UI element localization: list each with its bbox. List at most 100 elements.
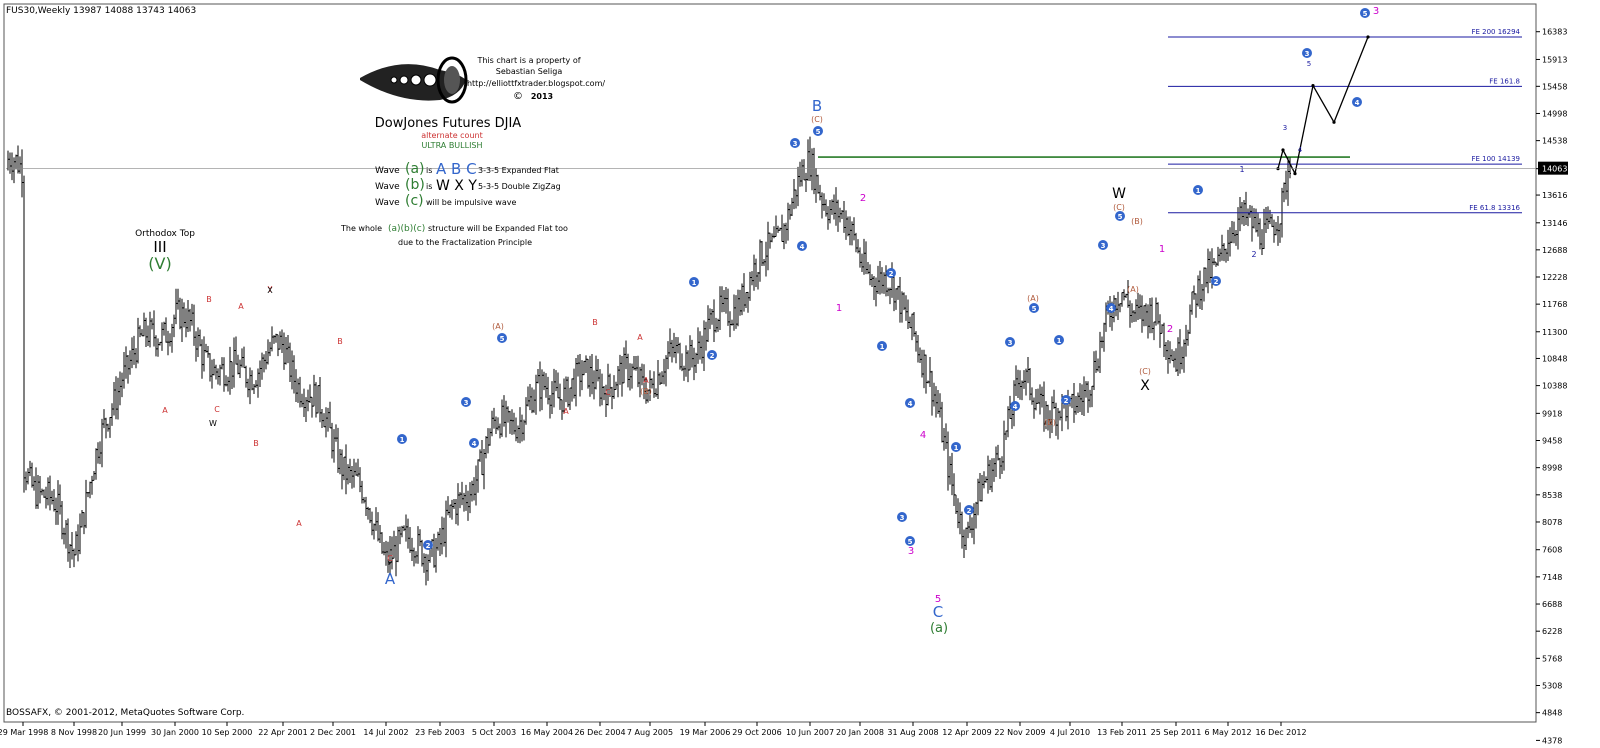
wave-text-label: 3 (1283, 124, 1287, 132)
wave-circle-text: 2 (967, 507, 972, 515)
svg-text:is: is (426, 182, 432, 191)
y-tick-label: 4848 (1542, 709, 1562, 718)
wave-text-label: B (592, 318, 598, 327)
wave-circle-label (1010, 401, 1020, 411)
wave-text-label: 4 (1298, 146, 1303, 154)
wave-text-label: Y (386, 560, 393, 570)
wave-circle-label (886, 268, 896, 278)
wave-text-label: III (153, 238, 166, 256)
wave-c-note: Wave (c) will be impulsive wave (375, 193, 516, 209)
svg-text:Wave: Wave (375, 182, 400, 192)
y-tick-label: 13146 (1542, 219, 1567, 228)
x-tick-label: 22 Nov 2009 (994, 728, 1045, 737)
wave-a-note: Wave (a) is A B C 3-3-5 Expanded Flat (375, 160, 559, 178)
wave-text-label: 5 (1307, 60, 1311, 68)
wave-text-label: A (637, 333, 643, 342)
projection-point (1293, 171, 1297, 176)
chart-title: DowJones Futures DJIA (375, 116, 522, 131)
wave-circle-text: 1 (400, 436, 405, 444)
wave-text-label: (V) (148, 254, 171, 273)
wave-text-label: A (238, 302, 244, 311)
wave-text-label: 5 (935, 594, 941, 605)
wave-circle-label (469, 438, 479, 448)
wave-circle-text: 4 (472, 440, 477, 448)
watermark-logo (360, 56, 468, 104)
wave-text-label: 2 (860, 193, 866, 204)
wave-circle-label (397, 434, 407, 444)
x-tick-label: 26 Dec 2004 (574, 728, 625, 737)
wave-text-label: B (253, 439, 259, 448)
y-tick-label: 10848 (1542, 354, 1567, 363)
x-tick-label: 5 Oct 2003 (472, 728, 516, 737)
wave-text-label: (A) (1027, 294, 1039, 303)
x-tick-label: 29 Oct 2006 (732, 728, 781, 737)
wave-circle-text: 4 (800, 243, 805, 251)
wave-text-label: 1 (1159, 244, 1165, 255)
svg-text:is: is (426, 166, 432, 175)
x-tick-label: 10 Jun 2007 (786, 728, 834, 737)
wave-circle-label (707, 350, 717, 360)
wave-circle-label (964, 505, 974, 515)
plot-frame (3, 3, 1537, 723)
current-price-badge (1538, 161, 1568, 175)
wave-text-label: B (337, 337, 343, 346)
y-tick-label: 12688 (1542, 246, 1567, 255)
fe-level-label: FE 61.8 13316 (1469, 204, 1520, 212)
wave-circle-label (1029, 303, 1039, 313)
projection-point (1311, 84, 1315, 88)
svg-text:due to the Fractalization Prin: due to the Fractalization Principle (398, 238, 532, 247)
wave-circle-label (1115, 211, 1125, 221)
x-tick-label: 20 Jun 1999 (98, 728, 146, 737)
wave-text-label: (a) (930, 621, 948, 636)
wave-text-label: 2 (1251, 250, 1256, 259)
wave-circle-label (1054, 335, 1064, 345)
wave-text-label: C (214, 405, 220, 414)
y-tick-label: 13616 (1542, 191, 1567, 200)
x-tick-label: 4 Jul 2010 (1050, 728, 1090, 737)
wave-circle-label (797, 241, 807, 251)
svg-text:structure will be Expanded Fla: structure will be Expanded Flat too (428, 224, 568, 233)
watermark-line1: This chart is a property of (476, 56, 580, 65)
symbol-header: FUS30,Weekly 13987 14088 13743 14063 (6, 6, 196, 16)
wave-text-label: (B) (1044, 418, 1056, 427)
structure-note: The whole (a)(b)(c) structure will be Ex… (340, 224, 568, 247)
svg-text:(c): (c) (405, 193, 424, 209)
projection-point (1281, 148, 1285, 152)
wave-circle-label (905, 398, 915, 408)
y-tick-label: 8998 (1542, 464, 1562, 473)
wave-circle-label (813, 126, 823, 136)
y-tick-label: 16383 (1542, 28, 1567, 37)
x-tick-label: 22 Apr 2001 (258, 728, 307, 737)
wave-circle-label (1193, 185, 1203, 195)
alternate-count-label: alternate count (421, 131, 482, 140)
y-tick-label: 9918 (1542, 409, 1562, 418)
y-tick-label: 7608 (1542, 546, 1562, 555)
wave-circle-text: 4 (1355, 99, 1360, 107)
wave-text-label: 2 (1167, 324, 1173, 335)
watermark-year: 2013 (531, 92, 553, 101)
wave-text-label: X (1140, 378, 1150, 394)
y-tick-label: 5768 (1542, 654, 1562, 663)
y-tick-label: 14538 (1542, 137, 1567, 146)
projection-point (1366, 35, 1370, 39)
y-tick-label: 7148 (1542, 573, 1562, 582)
fe-level-label: FE 200 16294 (1471, 28, 1520, 36)
wave-circle-text: 5 (1032, 305, 1037, 313)
wave-text-label: Orthodox Top (135, 229, 195, 239)
x-tick-label: 10 Sep 2000 (202, 728, 253, 737)
wave-circle-label (951, 442, 961, 452)
wave-circle-text: 3 (900, 514, 905, 522)
y-tick-label: 4378 (1542, 736, 1562, 745)
wave-circle-text: 2 (426, 542, 431, 550)
wave-circle-text: 1 (1057, 337, 1062, 345)
y-tick-label: 5308 (1542, 681, 1562, 690)
wave-circle-text: 4 (1109, 305, 1114, 313)
y-tick-label: 8078 (1542, 518, 1562, 527)
wave-circle-text: 3 (464, 399, 469, 407)
wave-circle-label (1106, 303, 1116, 313)
svg-text:(b): (b) (405, 177, 425, 193)
wave-circle-text: 3 (793, 140, 798, 148)
x-tick-label: 16 Dec 2012 (1255, 728, 1306, 737)
wave-circle-text: 5 (1363, 10, 1368, 18)
y-tick-label: 15458 (1542, 82, 1567, 91)
